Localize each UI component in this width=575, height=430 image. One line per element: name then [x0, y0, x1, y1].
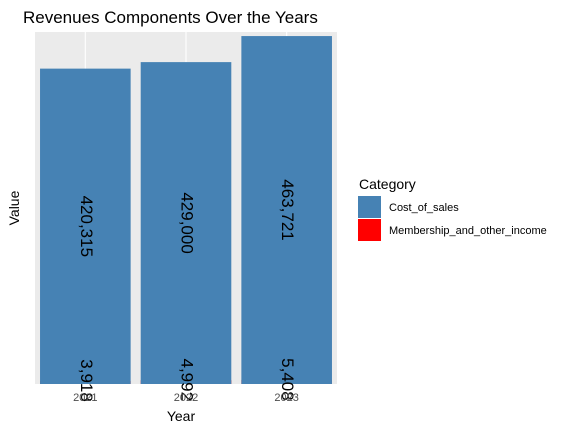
bar-cost-of-sales-2021: [40, 68, 131, 384]
legend: Category Cost_of_sales Membership_and_oth…: [358, 176, 547, 241]
bar-cost-of-sales-2022: [140, 62, 232, 384]
legend-key-membership-and-other-income: [358, 219, 381, 241]
data-label-membership-and-other-income-2021: 3,918: [77, 359, 96, 402]
data-labels: 3,918 420,315 4,992 429,000 5,408 463,721: [77, 179, 297, 402]
bars: [40, 36, 332, 384]
data-label-cost-of-sales-2021: 420,315: [77, 196, 96, 257]
x-tick-labels: 2021 2022 2023: [73, 392, 299, 404]
chart-title: Revenues Components Over the Years: [23, 8, 318, 27]
x-tick-2023: 2023: [274, 392, 298, 404]
x-axis-title: Year: [167, 408, 196, 424]
x-tick-2022: 2022: [174, 392, 198, 404]
y-axis-title: Value: [6, 190, 22, 225]
x-tick-2021: 2021: [73, 392, 97, 404]
legend-key-cost-of-sales: [358, 196, 381, 218]
legend-label-membership-and-other-income: Membership_and_other_income: [389, 225, 547, 237]
bar-cost-of-sales-2023: [241, 36, 332, 384]
data-label-membership-and-other-income-2023: 5,408: [278, 358, 297, 401]
data-label-cost-of-sales-2023: 463,721: [278, 179, 297, 240]
data-label-cost-of-sales-2022: 429,000: [178, 192, 197, 253]
legend-title: Category: [359, 176, 416, 192]
data-label-membership-and-other-income-2022: 4,992: [178, 358, 197, 401]
legend-label-cost-of-sales: Cost_of_sales: [389, 202, 459, 214]
